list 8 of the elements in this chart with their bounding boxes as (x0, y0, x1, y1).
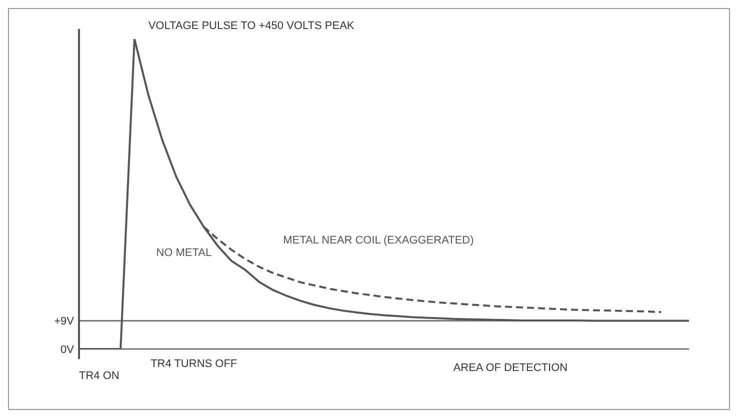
text: TR4 TURNS OFF (150, 358, 238, 370)
text: VOLTAGE PULSE TO +450 VOLTS PEAK (148, 20, 355, 32)
text: AREA OF DETECTION (453, 362, 568, 374)
ref-line-label: +9V (54, 316, 75, 328)
text: METAL NEAR COIL (EXAGGERATED) (283, 234, 474, 247)
series-label: NO METAL (156, 247, 212, 259)
ref-line-label: 0V (60, 344, 75, 356)
text: TR4 ON (79, 370, 120, 382)
